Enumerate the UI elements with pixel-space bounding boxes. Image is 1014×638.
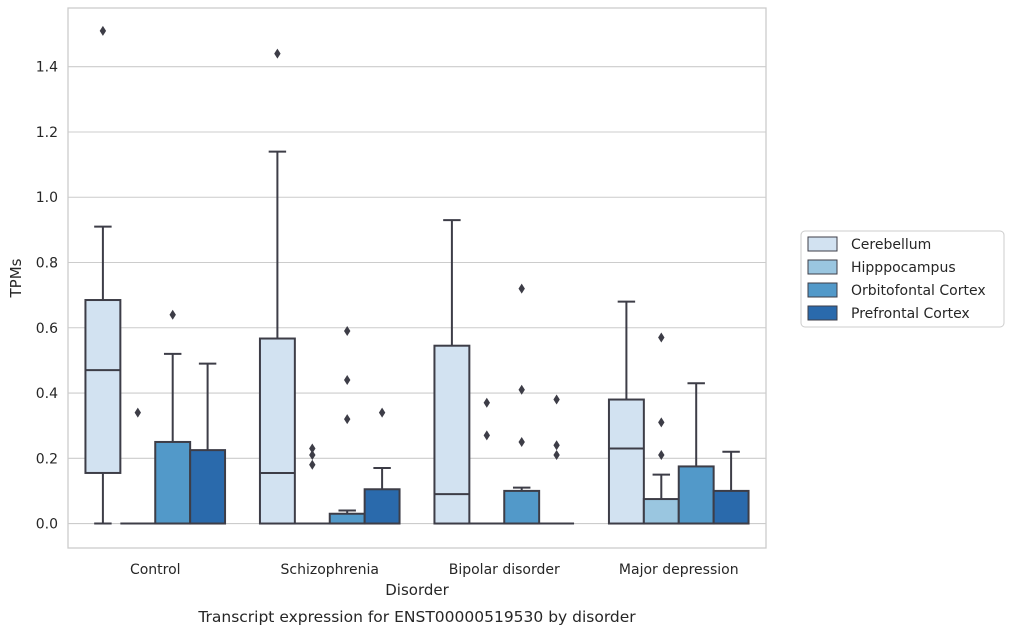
y-tick-label: 1.0 <box>36 190 58 206</box>
box-cerebellum <box>607 300 645 525</box>
box-prefrontal-cortex <box>712 450 750 525</box>
box-prefrontal-cortex <box>539 394 575 525</box>
legend: Cerebellum Hipppocampus Orbitofontal Corte… <box>800 230 1005 328</box>
outlier-point <box>134 407 141 418</box>
box-cerebellum <box>258 48 296 525</box>
y-tick-label: 0.6 <box>36 321 58 337</box>
box-iqr <box>433 344 471 525</box>
outlier-point <box>658 332 665 343</box>
box-iqr <box>712 489 750 525</box>
x-axis-ticks: Control Schizophrenia Bipolar disorder Majo… <box>130 562 739 578</box>
outlier-point <box>553 440 560 451</box>
box-iqr <box>84 299 122 474</box>
legend-label: Cerebellum <box>851 237 931 253</box>
outlier-point <box>309 443 316 454</box>
outlier-point <box>169 309 176 320</box>
y-axis-ticks: 0.0 0.2 0.4 0.6 0.8 1.0 1.2 1.4 <box>36 60 58 533</box>
plot-frame <box>67 7 767 549</box>
x-tick-label: Schizophrenia <box>281 562 379 578</box>
box-orbitofontal-cortex <box>328 326 366 525</box>
box-prefrontal-cortex <box>363 407 401 525</box>
outlier-point <box>518 384 525 395</box>
box-orbitofontal-cortex <box>154 309 192 525</box>
box-hipppocampus <box>642 332 680 525</box>
outlier-point <box>309 459 316 470</box>
legend-label: Prefrontal Cortex <box>851 306 970 322</box>
box-iqr <box>642 498 680 525</box>
outlier-point <box>553 394 560 405</box>
box-iqr <box>328 512 366 525</box>
box-iqr <box>363 488 401 525</box>
outlier-point <box>344 374 351 385</box>
box-cerebellum <box>84 25 122 525</box>
outlier-point <box>658 417 665 428</box>
legend-frame <box>800 230 1005 328</box>
y-tick-label: 1.4 <box>36 60 58 76</box>
y-tick-label: 1.2 <box>36 125 58 141</box>
outlier-point <box>274 48 281 59</box>
y-tick-label: 0.4 <box>36 386 58 402</box>
outlier-point <box>99 25 107 36</box>
box-iqr <box>189 449 227 525</box>
box-iqr <box>154 440 192 525</box>
outlier-point <box>483 397 490 408</box>
x-axis-label: Disorder <box>385 581 449 599</box>
x-tick-label: Major depression <box>619 562 739 578</box>
box-cerebellum <box>433 219 471 525</box>
y-tick-label: 0.0 <box>36 517 58 533</box>
outlier-point <box>344 414 351 425</box>
y-tick-label: 0.8 <box>36 256 58 272</box>
legend-swatch <box>807 236 838 252</box>
box-plot-area <box>84 25 750 525</box>
outlier-point <box>309 450 316 461</box>
chart-caption: Transcript expression for ENST0000051953… <box>197 608 636 626</box>
y-tick-label: 0.2 <box>36 451 58 467</box>
box-hipppocampus <box>120 407 156 525</box>
outlier-point <box>378 407 386 418</box>
outlier-point <box>344 326 351 337</box>
x-tick-label: Bipolar disorder <box>449 562 560 578</box>
legend-label: Hipppocampus <box>851 260 956 276</box>
box-hipppocampus <box>294 443 330 525</box>
box-iqr <box>677 465 715 525</box>
box-orbitofontal-cortex <box>677 382 715 525</box>
legend-label: Orbitofontal Cortex <box>851 283 986 299</box>
box-iqr <box>258 337 296 525</box>
outlier-point <box>483 430 490 441</box>
box-prefrontal-cortex <box>189 362 227 525</box>
outlier-point <box>658 450 665 461</box>
box-iqr <box>503 489 541 525</box>
outlier-point <box>518 283 525 294</box>
legend-swatch <box>807 282 838 298</box>
x-tick-label: Control <box>130 562 181 578</box>
legend-swatch <box>807 305 838 321</box>
box-iqr <box>607 398 645 525</box>
y-axis-label: TPMs <box>7 258 25 298</box>
legend-swatch <box>807 259 838 275</box>
outlier-point <box>518 436 525 447</box>
box-orbitofontal-cortex <box>503 283 541 525</box>
outlier-point <box>553 450 560 461</box>
box-hipppocampus <box>469 397 505 525</box>
